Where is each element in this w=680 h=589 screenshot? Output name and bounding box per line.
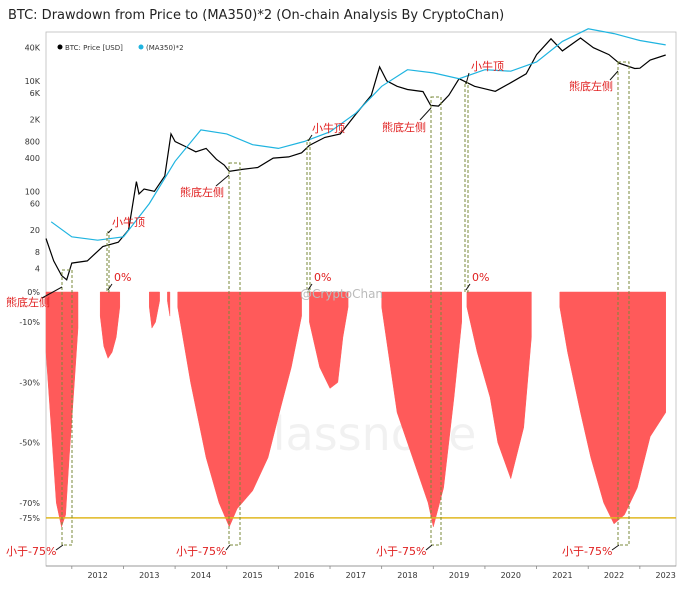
annotation-below75-1: 小于-75% [6, 545, 56, 558]
price-ytick-label: 8 [35, 248, 40, 257]
price-ytick-label: 20 [30, 226, 40, 235]
price-ytick-label: 6K [30, 89, 41, 98]
legend: BTC: Price [USD] (MA350)*2 [57, 44, 184, 52]
annotation-bear-left-1-pointer [41, 286, 63, 299]
annotation-below75-3-pointer [425, 544, 433, 551]
price-ytick-label: 2K [30, 116, 41, 125]
legend-price-label: BTC: Price [USD] [65, 44, 123, 52]
legend-ma-marker [138, 44, 144, 50]
drawdown-ytick-label: -10% [19, 318, 40, 327]
annotation-bear-left-4-pointer [609, 70, 619, 81]
drawdown-segment-6 [309, 291, 349, 389]
price-ytick-label: 10K [25, 77, 41, 86]
bear-bottom-guide-2 [228, 162, 241, 546]
annotation-zero-3: 0% [472, 271, 489, 284]
price-ytick-label: 800 [25, 137, 40, 146]
bull-top-guide-3 [464, 82, 469, 293]
annotation-zero-2: 0% [314, 271, 331, 284]
annotation-bear-left-2: 熊底左侧 [180, 185, 224, 199]
price-ytick-label: 100 [25, 187, 40, 196]
xtick-label: 2016 [294, 571, 314, 580]
annotation-bull-top-2-pointer [307, 134, 313, 142]
xtick-label: 2019 [449, 571, 469, 580]
drawdown-ytick-label: -30% [19, 378, 40, 387]
drawdown-segment-7 [381, 291, 462, 527]
annotation-below75-3: 小于-75% [376, 545, 426, 558]
xtick-label: 2015 [242, 571, 262, 580]
drawdown-ytick-label: -50% [19, 439, 40, 448]
watermark-text: @CryptoChan [300, 287, 383, 301]
xtick-label: 2023 [655, 571, 675, 580]
annotation-bull-top-1: 小牛顶 [112, 215, 145, 229]
price-ytick-label: 40K [25, 44, 41, 53]
watermark: @CryptoChan [300, 287, 383, 301]
annotation-bear-left-3: 熊底左侧 [382, 120, 426, 134]
drawdown-segment-2 [99, 291, 121, 359]
price-ytick-label: 4 [35, 264, 40, 273]
annotation-zero-3-pointer [465, 283, 471, 291]
xtick-label: 2020 [501, 571, 521, 580]
bear-bottom-guide-3 [430, 96, 442, 546]
annotation-below75-2-pointer [225, 544, 231, 551]
price-ytick-label: 60 [30, 200, 40, 209]
annotation-bull-top-2: 小牛顶 [312, 121, 345, 135]
annotation-bull-top-3: 小牛顶 [471, 59, 504, 73]
xtick-label: 2022 [604, 571, 624, 580]
drawdown-ytick-label: -75% [19, 514, 40, 523]
bull-top-guide-2 [306, 139, 311, 293]
price-lines [45, 28, 666, 281]
annotation-below75-2: 小于-75% [176, 545, 226, 558]
annotation-below75-4: 小于-75% [562, 545, 612, 558]
xtick-label: 2012 [87, 571, 107, 580]
annotation-below75-1-pointer [55, 544, 64, 551]
bear-bottom-guide-1 [61, 269, 73, 546]
drawdown-ytick-label: -70% [19, 499, 40, 508]
xtick-label: 2013 [139, 571, 159, 580]
price-line [45, 37, 666, 281]
annotation-below75-4-pointer [611, 544, 620, 551]
annotation-zero-1-pointer [107, 283, 113, 291]
bull-top-guide-1 [106, 231, 110, 293]
annotation-bull-top-1-pointer [107, 228, 113, 234]
bear-bottom-guide-4 [617, 61, 630, 546]
drawdown-segment-9 [559, 291, 666, 525]
chart-title: BTC: Drawdown from Price to (MA350)*2 (O… [8, 8, 505, 23]
xtick-label: 2021 [552, 571, 572, 580]
price-ytick-label: 400 [25, 154, 40, 163]
drawdown-segment-4 [167, 291, 171, 317]
legend-ma-label: (MA350)*2 [146, 44, 184, 52]
axis-ticks: 40K 10K 6K 2K 800 400 100 60 20 8 4 0% -10% -30% -50% -… [19, 44, 676, 580]
xtick-label: 2018 [397, 571, 417, 580]
annotation-bear-left-4: 熊底左侧 [569, 79, 613, 93]
drawdown-area [45, 291, 666, 528]
legend-price-marker [57, 44, 63, 50]
annotation-zero-1: 0% [114, 271, 131, 284]
drawdown-ytick-label: 0% [27, 288, 40, 297]
annotation-bear-left-3-pointer [419, 107, 432, 121]
xtick-label: 2014 [191, 571, 211, 580]
annotation-bear-left-2-pointer [215, 174, 230, 187]
drawdown-segment-8 [466, 291, 532, 480]
annotation-zero-2-pointer [307, 283, 313, 291]
annotation-bull-top-3-pointer [465, 72, 470, 85]
ma350x2-line [50, 28, 666, 241]
drawdown-segment-3 [149, 291, 160, 329]
xtick-label: 2017 [346, 571, 366, 580]
annotation-bear-left-1: 熊底左侧 [6, 295, 50, 309]
